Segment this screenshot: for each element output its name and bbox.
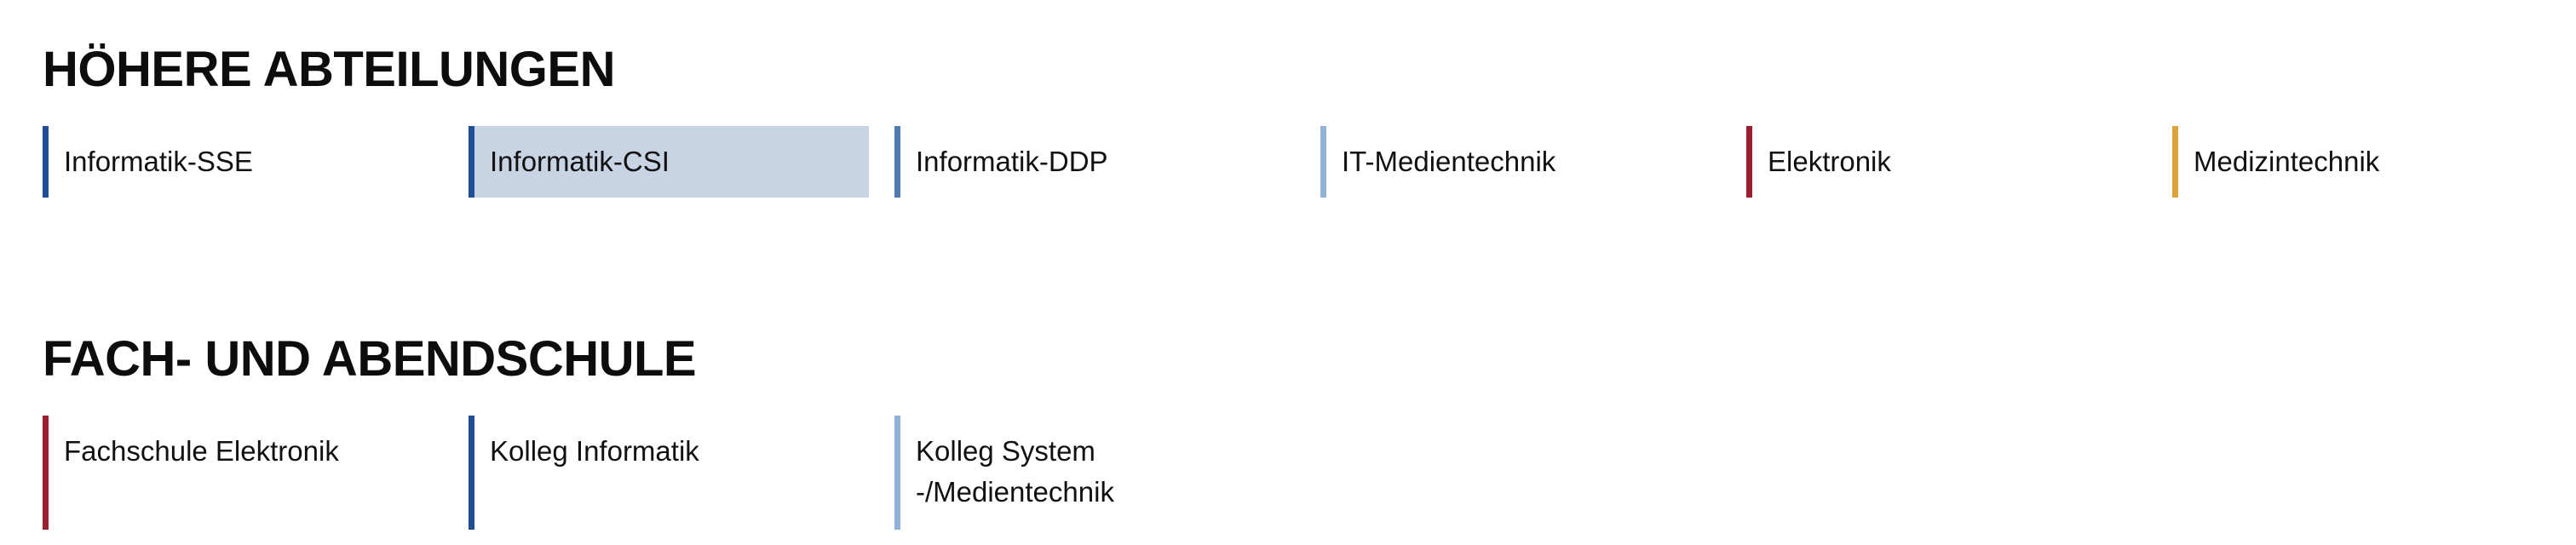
tile-label: Kolleg System -/Medientechnik — [916, 435, 1114, 508]
section-fach-und-abendschule: FACH- UND ABENDSCHULE Fachschule Elektro… — [43, 324, 2576, 530]
tile-label: Informatik-CSI — [490, 146, 670, 177]
tile-it-medientechnik[interactable]: IT-Medientechnik — [1320, 126, 1721, 198]
tile-medizintechnik[interactable]: Medizintechnik — [2172, 126, 2573, 198]
tile-list: Informatik-SSE Informatik-CSI Informatik… — [43, 106, 2576, 233]
tile-elektronik[interactable]: Elektronik — [1746, 126, 2147, 198]
section-title: HÖHERE ABTEILUNGEN — [43, 42, 616, 97]
tile-kolleg-informatik[interactable]: Kolleg Informatik — [469, 416, 869, 530]
tile-label: Kolleg Informatik — [490, 435, 699, 467]
tile-label: IT-Medientechnik — [1342, 146, 1556, 177]
tile-informatik-ddp[interactable]: Informatik-DDP — [894, 126, 1295, 198]
section-hoehere-abteilungen: HÖHERE ABTEILUNGEN Informatik-SSE Inform… — [43, 34, 2576, 233]
tile-kolleg-system-medientechnik[interactable]: Kolleg System -/Medientechnik — [894, 416, 1150, 530]
tile-list: Fachschule Elektronik Kolleg Informatik … — [43, 395, 2576, 530]
tile-label: Medizintechnik — [2194, 146, 2380, 177]
tile-label: Elektronik — [1768, 146, 1891, 177]
tile-label: Informatik-SSE — [64, 146, 253, 177]
tile-informatik-csi[interactable]: Informatik-CSI — [469, 126, 869, 198]
tile-label: Fachschule Elektronik — [64, 435, 339, 467]
tile-informatik-sse[interactable]: Informatik-SSE — [43, 126, 443, 198]
tile-label: Informatik-DDP — [916, 146, 1108, 177]
section-title: FACH- UND ABENDSCHULE — [43, 331, 697, 387]
tile-fachschule-elektronik[interactable]: Fachschule Elektronik — [43, 416, 443, 530]
